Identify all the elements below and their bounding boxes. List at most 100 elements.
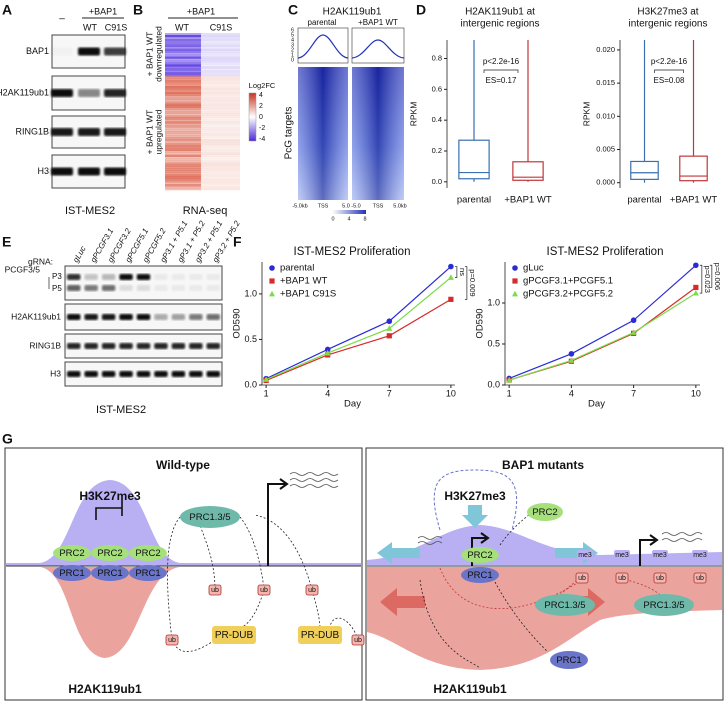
heatmap-row (201, 148, 240, 152)
bracket (699, 264, 703, 294)
heatmap-row (201, 129, 240, 132)
axis-label: Day (344, 399, 361, 410)
heatmap-row (165, 85, 201, 89)
blot-band (101, 371, 116, 377)
annotation: ns (458, 268, 467, 276)
dub-complex (298, 626, 342, 644)
blot-band (51, 128, 73, 136)
me3-tag (614, 550, 630, 560)
blot-band (154, 314, 168, 320)
heatmap-row (201, 70, 240, 73)
heatmap-row (165, 64, 201, 67)
blot-band (171, 274, 186, 280)
blot-band (78, 167, 100, 176)
label: 2 (259, 103, 263, 110)
heatmap-row (165, 91, 201, 95)
heatmap-row (165, 84, 201, 87)
blot-band (154, 343, 168, 349)
heatmap-row (201, 174, 240, 177)
label: Log2FC (249, 81, 276, 90)
interaction-arrows (167, 514, 359, 652)
blot-band (136, 314, 151, 320)
heatmap-row (201, 42, 240, 46)
ub-tag (693, 572, 707, 584)
heatmap-row (201, 58, 240, 61)
box (630, 160, 659, 180)
heatmap-row (201, 78, 240, 81)
marker (386, 318, 393, 325)
heatmap-row (165, 50, 201, 53)
heatmap-row (165, 172, 201, 175)
heatmap-row (165, 40, 201, 44)
complex-label: PRC2 (59, 548, 84, 559)
heatmap-row (165, 119, 201, 122)
h3k27me3-domain (6, 480, 361, 566)
heatmap-row (201, 166, 240, 169)
blot-band (84, 371, 98, 377)
complex-label: PRC1.3/5 (189, 512, 230, 523)
panel-letter: F (233, 234, 242, 250)
label: 6 (291, 27, 294, 33)
complex-label: PRC2 (135, 548, 160, 559)
heatmap-row (201, 152, 240, 155)
block-arrow (380, 588, 425, 616)
blot-band (206, 314, 220, 320)
complex-label: PRC1 (97, 568, 122, 579)
annotation: ES=0.08 (654, 76, 685, 85)
chart-title: IST-MES2 Proliferation (294, 246, 411, 258)
dub-complex (212, 626, 256, 644)
heatmap-row (165, 144, 201, 148)
h3k27me3-domain (367, 525, 722, 565)
ub-label: ub (260, 587, 268, 594)
heatmap-row (201, 156, 240, 159)
complex-label: PR-DUB (301, 630, 340, 641)
label: BAP1 (26, 46, 49, 56)
heatmap-row (165, 52, 201, 55)
blot-band (154, 371, 168, 377)
heatmap-row (165, 180, 201, 183)
blot-band (78, 128, 100, 136)
marker (568, 351, 575, 357)
label: 5 (291, 32, 294, 38)
label: upregulated (153, 109, 163, 154)
marker (263, 376, 270, 382)
heatmap-row (201, 162, 240, 165)
heatmap-row (201, 172, 240, 175)
heatmap-row (165, 174, 201, 177)
blot-band (101, 274, 116, 280)
complex (550, 651, 588, 669)
bracket (709, 264, 713, 288)
chart-title: H3K27me3 at (637, 7, 698, 18)
heatmap-row (165, 162, 201, 165)
profile-frame (297, 27, 349, 64)
chart-title: intergenic regions (629, 19, 708, 30)
blot-band (84, 285, 98, 291)
blot-band (189, 371, 203, 377)
heatmap-row (165, 42, 201, 46)
heatmap-row (165, 60, 201, 63)
heatmap-row (165, 123, 201, 126)
gene-arrow (639, 534, 659, 566)
label: P5 (52, 284, 62, 293)
legend-label: gPCGF3.1+PCGF5.1 (523, 276, 613, 287)
x-tick-label: 7 (631, 388, 636, 398)
heatmap-row (201, 64, 240, 67)
complex-label: PRC1.3/5 (643, 600, 684, 611)
ub-tag (208, 584, 222, 596)
heatmap-row (201, 56, 240, 59)
heatmap-row (165, 170, 201, 173)
me3-tag (652, 550, 668, 560)
complex (91, 545, 129, 561)
colorbar (332, 210, 366, 214)
heatmap-row (165, 133, 201, 136)
me3-label: me3 (653, 552, 667, 559)
heatmap-row (201, 160, 240, 163)
heatmap-row (165, 184, 201, 187)
blot-band (67, 343, 81, 349)
series-line (508, 264, 697, 379)
blot-band (171, 343, 186, 349)
x-tick-label: 1 (264, 388, 269, 398)
heatmap-row (165, 76, 201, 79)
heatmap-row (165, 80, 201, 83)
